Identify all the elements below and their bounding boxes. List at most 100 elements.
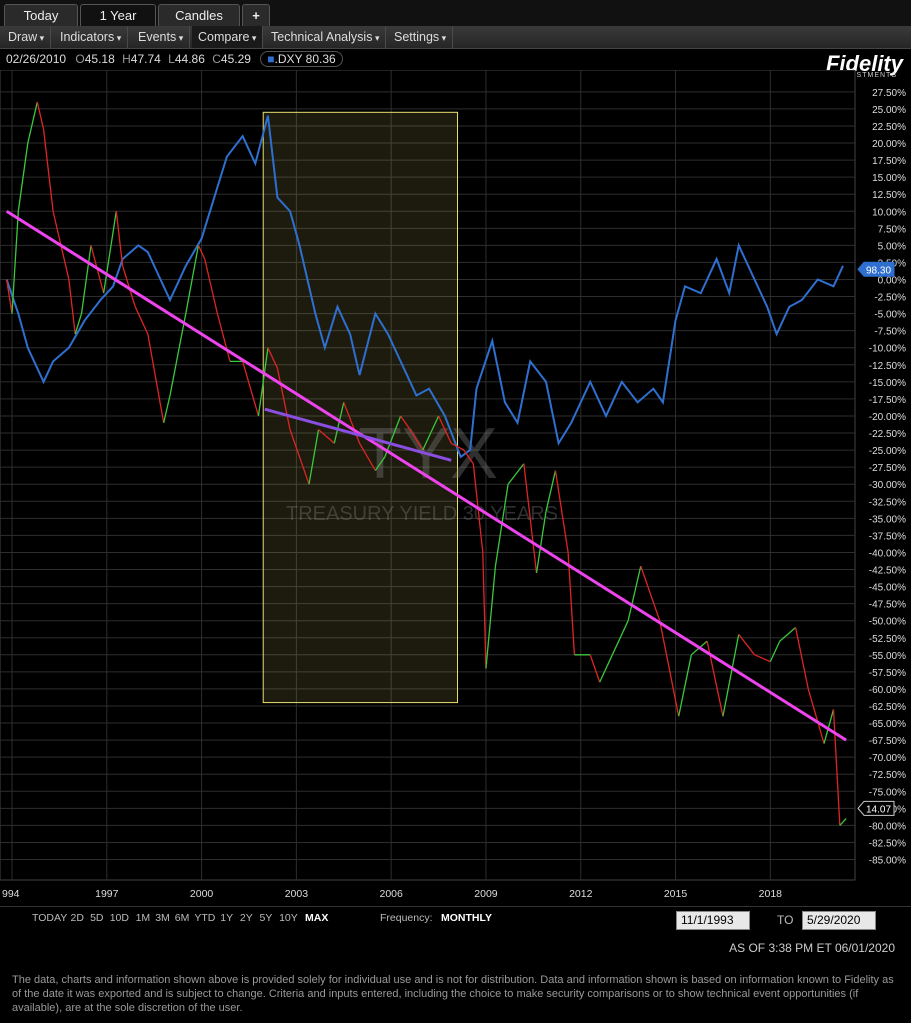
tyx-segment: [204, 258, 219, 314]
y-tick-label: -47.50%: [869, 600, 906, 611]
tyx-segment: [242, 361, 260, 417]
watermark-subtitle: TREASURY YIELD 30 YEARS: [286, 503, 558, 525]
menu[interactable]: Draw: [2, 26, 52, 48]
range-button[interactable]: 1Y: [220, 912, 234, 924]
tyx-segment: [289, 429, 310, 485]
tyx-segment: [409, 429, 424, 451]
tab-add[interactable]: +: [242, 4, 270, 26]
range-button[interactable]: 5D: [90, 912, 104, 924]
y-tick-label: -60.00%: [869, 685, 906, 696]
range-button[interactable]: 10D: [109, 912, 129, 924]
tyx-segment: [779, 627, 797, 642]
value: 80.36: [305, 52, 336, 66]
tyx-segment: [754, 654, 771, 663]
range-button[interactable]: TODAY: [32, 912, 68, 924]
x-tick-label: 2009: [474, 888, 498, 900]
symbol: .DXY: [274, 52, 303, 66]
value: 45.18: [84, 52, 115, 66]
info-bar: 02/26/2010 O45.18 H47.74 L44.86 C45.29 ■…: [0, 49, 911, 79]
tyx-segment: [36, 101, 45, 130]
y-tick-label: 27.50%: [872, 88, 906, 99]
bottom-bar: TODAY 2D 5D 10D 1M 3M 6M YTD 1Y 2Y 5Y 10Y MAX Freque…: [0, 906, 911, 1023]
price-tag-label: 98.30: [866, 265, 891, 276]
y-tick-label: -22.50%: [869, 429, 906, 440]
y-tick-label: -80.00%: [869, 821, 906, 832]
x-tick-label: 1997: [95, 888, 119, 900]
label: TO: [777, 913, 794, 927]
tyx-segment: [494, 484, 509, 567]
tyx-segment: [437, 415, 452, 444]
y-tick-label: 20.00%: [872, 139, 906, 150]
tab[interactable]: Candles: [158, 4, 240, 26]
tyx-segment: [102, 211, 117, 294]
tyx-segment: [554, 470, 569, 553]
y-tick-label: 12.50%: [872, 190, 906, 201]
highlight-box: [262, 111, 459, 704]
y-tick-label: 17.50%: [872, 156, 906, 167]
tyx-segment: [507, 463, 525, 485]
y-tick-label: -30.00%: [869, 480, 906, 491]
frequency-select[interactable]: MONTHLY: [441, 912, 492, 924]
tyx-segment: [343, 402, 361, 444]
range-button[interactable]: 6M: [174, 912, 190, 924]
tab[interactable]: Today: [4, 4, 78, 26]
range-button[interactable]: MAX: [305, 912, 329, 924]
tyx-segment: [627, 565, 642, 621]
y-tick-label: 7.50%: [878, 224, 906, 235]
tyx-segment: [115, 211, 124, 266]
y-tick-label: -35.00%: [869, 514, 906, 525]
tyx-segment: [589, 654, 601, 683]
date-input[interactable]: 5/29/2020: [802, 911, 876, 930]
range-button[interactable]: 1M: [135, 912, 151, 924]
toolbar: Draw Indicators Events Compare Technical…: [0, 26, 911, 49]
as-of: AS OF 3:38 PM ET 06/01/2020: [729, 941, 895, 955]
tyx-segment: [17, 142, 29, 212]
x-tick-label: 2015: [664, 888, 688, 900]
date-input[interactable]: 11/1/1993: [676, 911, 750, 930]
y-tick-label: -17.50%: [869, 395, 906, 406]
tyx-segment: [722, 634, 740, 717]
tyx-segment: [147, 333, 165, 423]
tyx-segment: [11, 211, 19, 314]
y-tick-label: -20.00%: [869, 412, 906, 423]
compare-chip[interactable]: ■.DXY 80.36: [260, 51, 343, 67]
tyx-segment: [318, 429, 335, 444]
range-button[interactable]: 3M: [155, 912, 170, 924]
tyx-segment: [216, 313, 231, 362]
range-button[interactable]: YTD: [194, 912, 216, 924]
y-tick-label: -62.50%: [869, 702, 906, 713]
y-tick-label: -70.00%: [869, 753, 906, 764]
menu[interactable]: Events: [132, 26, 191, 48]
tyx-segment: [523, 463, 538, 573]
brand-sub: INVESTMENTS: [836, 72, 897, 79]
price-tag-label: 14.07: [866, 804, 891, 815]
y-tick-label: 0.00%: [878, 275, 906, 286]
range-button[interactable]: 10Y: [279, 912, 298, 924]
tyx-segment: [611, 620, 629, 656]
tyx-segment: [374, 456, 386, 471]
y-tick-label: -10.00%: [869, 344, 906, 355]
tyx-segment: [276, 368, 291, 430]
tyx-segment: [545, 470, 557, 512]
tyx-segment: [74, 313, 83, 335]
tyx-segment: [823, 709, 835, 744]
menu[interactable]: Technical Analysis: [265, 26, 387, 48]
y-tick-label: -40.00%: [869, 548, 906, 559]
tyx-segment: [640, 565, 661, 621]
menu[interactable]: Settings: [388, 26, 454, 48]
menu[interactable]: Compare: [192, 26, 264, 48]
y-tick-label: -45.00%: [869, 583, 906, 594]
range-button[interactable]: 2D: [70, 912, 84, 924]
range-button[interactable]: 5Y: [259, 912, 273, 924]
y-tick-label: -27.50%: [869, 463, 906, 474]
x-tick-label: 994: [2, 888, 20, 900]
y-tick-label: -50.00%: [869, 617, 906, 628]
tyx-segment: [485, 566, 497, 669]
menu[interactable]: Indicators: [54, 26, 129, 48]
tyx-segment: [121, 265, 136, 307]
range-button[interactable]: 2Y: [239, 912, 253, 924]
tyx-segment: [832, 709, 841, 826]
chart: 27.50% 25.00% 22.50% 20.00% 17.50% 15.00% 12.5…: [0, 70, 906, 900]
y-tick-label: 22.50%: [872, 122, 906, 133]
tab[interactable]: 1 Year: [80, 4, 156, 26]
